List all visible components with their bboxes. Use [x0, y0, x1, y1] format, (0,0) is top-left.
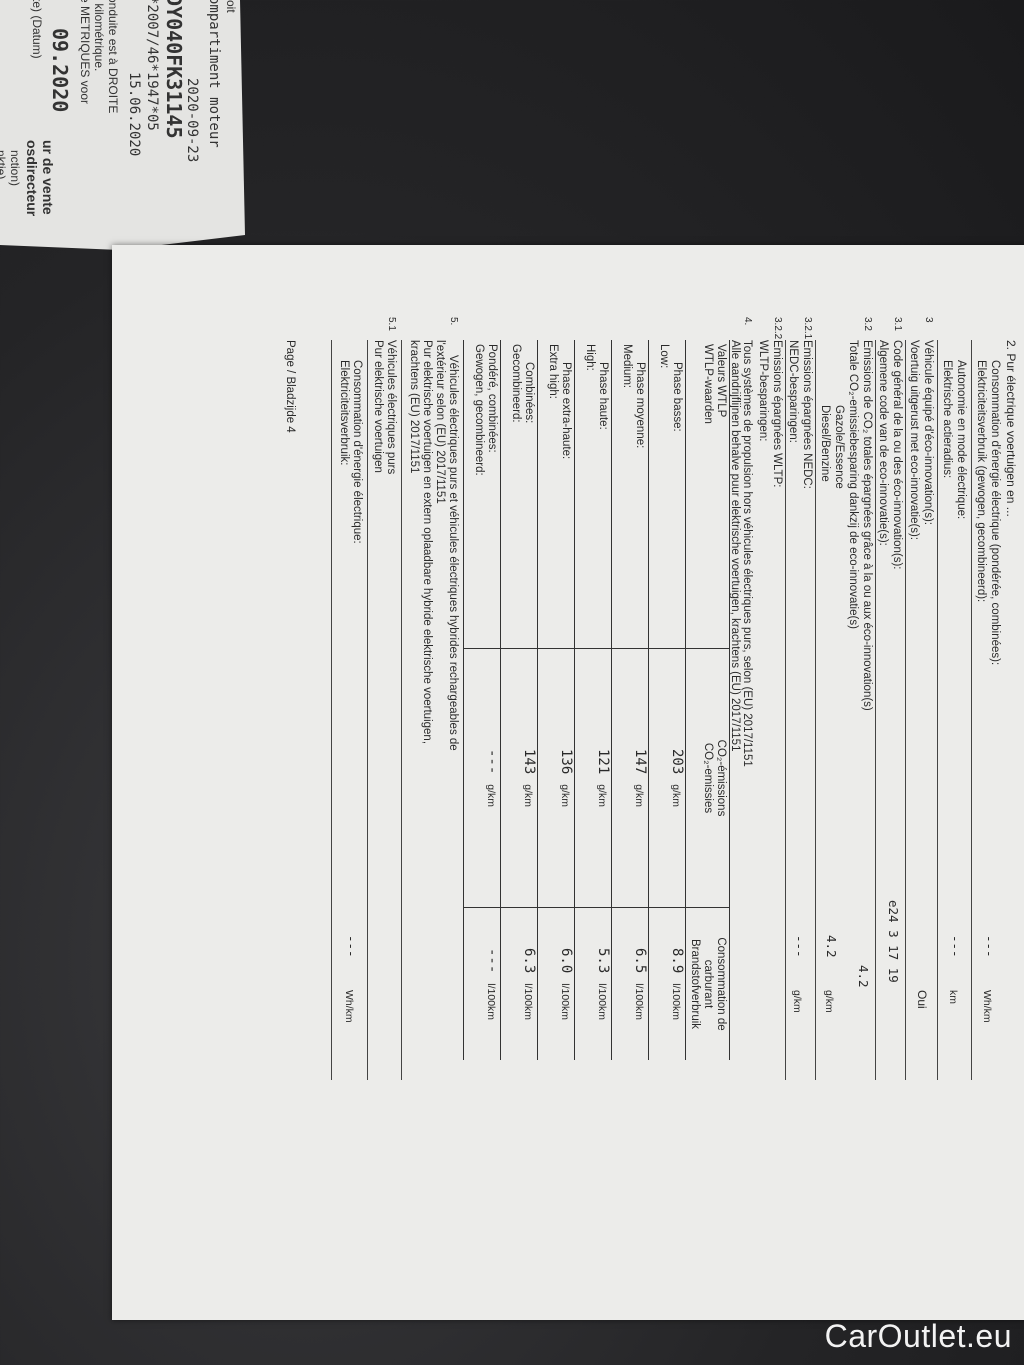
phase-label: Combinées: Gecombineerd:: [500, 340, 538, 649]
co2-unit: g/km: [670, 784, 682, 808]
divider: [971, 340, 972, 1080]
phase-label: Pondéré, combinées: Gewogen, gecombineerd…: [463, 340, 501, 649]
folded-line: *2007/46*1947*05: [144, 0, 160, 131]
co2-unit: g/km: [633, 784, 645, 808]
fuel-cell: 6.3 l/100km: [500, 907, 538, 1060]
folded-line: nction): [8, 150, 22, 187]
co2-value: 136: [558, 748, 574, 775]
folded-line: osdirecteur: [24, 140, 40, 217]
table-header-row: Valeurs WTLP WTLP-waarden CO₂-émissions CO…: [685, 340, 730, 1060]
fuel-unit: l/100km: [559, 983, 571, 1021]
table-row: Phase haute: High: 121 g/km 5.3 l/100km: [574, 340, 612, 1060]
co2-value: 143: [521, 748, 537, 775]
table-row: Phase basse: Low: 203 g/km 8.9 l/100km: [648, 340, 686, 1060]
phase-label: Phase extra-haute: Extra high:: [537, 340, 575, 649]
folded-line: 2020-09-23: [184, 78, 200, 163]
fuel-value: ---: [484, 947, 500, 974]
divider: [331, 340, 332, 1080]
folded-line: r kilométrique.: [92, 0, 106, 72]
fuel-cell: 8.9 l/100km: [648, 907, 686, 1060]
co2-unit: g/km: [559, 784, 571, 808]
divider: [937, 340, 938, 1080]
co2-unit: g/km: [596, 784, 608, 808]
folded-line: e METRIQUES voor: [78, 0, 92, 105]
folded-line: roit: [224, 0, 238, 13]
divider: [875, 340, 876, 1080]
table-row: Combinées: Gecombineerd: 143 g/km 6.3 l/100km: [500, 340, 538, 1060]
fuel-unit: l/100km: [596, 983, 608, 1021]
co2-cell: 203 g/km: [648, 648, 686, 908]
fuel-value: 8.9: [669, 947, 685, 974]
table-row: Phase extra-haute: Extra high: 136 g/km 6.0 l…: [537, 340, 575, 1060]
folded-previous-page: [0, 0, 245, 250]
fuel-cell: 5.3 l/100km: [574, 907, 612, 1060]
co2-value: 121: [595, 748, 611, 775]
folded-line: 15.06.2020: [126, 72, 142, 157]
co2-cell: 136 g/km: [537, 648, 575, 908]
phase-label: Phase basse: Low:: [648, 340, 686, 649]
phase-label: Phase haute: High:: [574, 340, 612, 649]
table-row: Pondéré, combinées: Gewogen, gecombineerd…: [463, 340, 501, 1060]
co2-unit: g/km: [485, 784, 497, 808]
fuel-value: 6.0: [558, 947, 574, 974]
folded-line: ur de vente: [40, 140, 56, 215]
fuel-cell: 6.5 l/100km: [611, 907, 649, 1060]
fuel-unit: l/100km: [485, 983, 497, 1021]
fuel-unit: l/100km: [670, 983, 682, 1021]
co2-cell: --- g/km: [463, 648, 501, 908]
table-row: Phase moyenne: Medium: 147 g/km 6.5 l/100km: [611, 340, 649, 1060]
folded-line: DY040FK31145: [162, 0, 186, 139]
folded-line: 09.2020: [48, 28, 72, 113]
co2-value: 147: [632, 748, 648, 775]
wltp-table: Valeurs WTLP WTLP-waarden CO₂-émissions CO…: [463, 340, 730, 1060]
co2-unit: g/km: [522, 784, 534, 808]
fuel-value: 6.3: [521, 947, 537, 974]
divider: [905, 340, 906, 1080]
folded-line: onduite est à DROITE: [106, 0, 120, 114]
co2-cell: 147 g/km: [611, 648, 649, 908]
fuel-unit: l/100km: [522, 983, 534, 1021]
folded-line: ompartiment moteur: [206, 0, 222, 148]
folded-line: nktie): [0, 150, 8, 180]
divider: [401, 340, 402, 1080]
fuel-value: 6.5: [632, 947, 648, 974]
fuel-value: 5.3: [595, 947, 611, 974]
divider: [367, 340, 368, 1080]
phase-label: Phase moyenne: Medium:: [611, 340, 649, 649]
co2-cell: 121 g/km: [574, 648, 612, 908]
document-page: 2. Pur électrique voertuigen en ... Cons…: [112, 245, 1024, 1320]
fuel-unit: l/100km: [633, 983, 645, 1021]
fuel-cell: --- l/100km: [463, 907, 501, 1060]
co2-cell: 143 g/km: [500, 648, 538, 908]
watermark-logo: CarOutlet.eu: [824, 1318, 1012, 1354]
co2-value: ---: [484, 748, 500, 775]
divider: [815, 340, 816, 1080]
divider: [785, 340, 786, 1080]
co2-value: 203: [669, 748, 685, 775]
folded-line: te) (Datum): [30, 0, 44, 59]
fuel-cell: 6.0 l/100km: [537, 907, 575, 1060]
